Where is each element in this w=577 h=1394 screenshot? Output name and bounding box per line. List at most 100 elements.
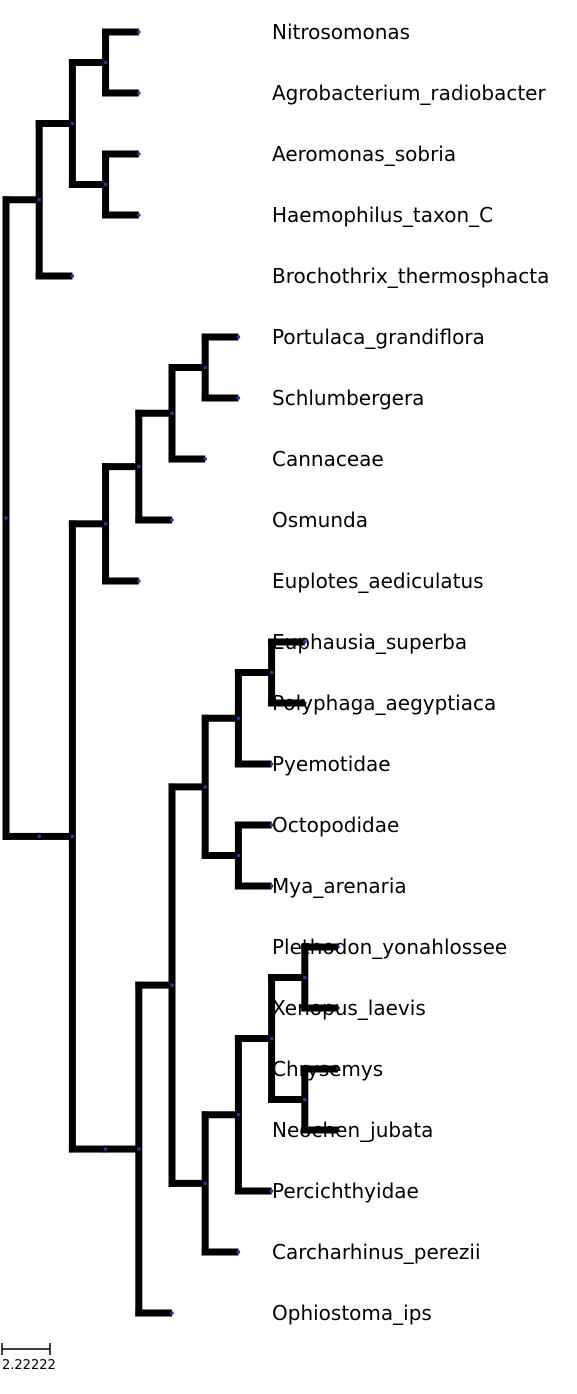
branch-horizontal — [2, 196, 40, 204]
branch-horizontal — [301, 1126, 338, 1134]
branch-horizontal — [68, 1145, 106, 1153]
branch-horizontal — [135, 1309, 172, 1317]
leaf-label: Aeromonas_sobria — [272, 142, 456, 166]
leaf-label: Osmunda — [272, 508, 368, 532]
leaf-label: Neochen_jubata — [272, 1118, 433, 1142]
leaf-node — [137, 213, 141, 217]
internal-node — [137, 464, 141, 469]
branch-horizontal — [234, 882, 272, 890]
branch-horizontal — [201, 1248, 239, 1256]
branch-horizontal — [301, 1004, 338, 1012]
branch-horizontal — [201, 714, 239, 722]
leaf-label: Xenopus_laevis — [272, 996, 426, 1020]
internal-node — [103, 1147, 108, 1151]
leaf-node — [137, 91, 141, 95]
leaf-label: Cannaceae — [272, 447, 384, 471]
branch-horizontal — [168, 364, 206, 371]
branch-horizontal — [234, 760, 272, 768]
leaf-node — [137, 30, 141, 34]
internal-node — [103, 182, 108, 187]
branch-horizontal — [102, 211, 139, 219]
internal-node — [269, 670, 274, 675]
leaf-label: Pyemotidae — [272, 752, 391, 776]
branch-horizontal — [268, 974, 305, 981]
branch-horizontal — [102, 463, 139, 471]
internal-node — [137, 1147, 141, 1151]
leaf-node — [236, 396, 241, 400]
branch-horizontal — [2, 832, 40, 840]
leaf-node — [236, 335, 241, 339]
branch-horizontal — [201, 333, 239, 341]
branch-horizontal — [268, 1096, 305, 1103]
leaf-node — [170, 518, 174, 522]
branch-horizontal — [135, 409, 172, 417]
leaf-node — [336, 945, 340, 949]
branch-horizontal — [301, 1065, 338, 1073]
branch-horizontal — [234, 821, 272, 829]
leaf-node — [170, 1311, 174, 1315]
leaf-node — [269, 762, 274, 766]
leaf-node — [336, 1128, 340, 1132]
leaf-label: Polyphaga_aegyptiaca — [272, 691, 496, 715]
branch-horizontal — [234, 1187, 272, 1195]
leaf-node — [70, 274, 75, 278]
leaf-node — [137, 152, 141, 156]
internal-node — [203, 365, 207, 370]
branch-horizontal — [35, 272, 73, 280]
leaf-label: Portulaca_grandiflora — [272, 325, 485, 349]
leaf-label: Agrobacterium_radiobacter — [272, 81, 546, 105]
leaf-node — [336, 1067, 340, 1071]
internal-node — [303, 975, 307, 980]
internal-node — [4, 516, 8, 520]
leaf-node — [269, 884, 274, 888]
leaf-labels: Nitrosomonas Agrobacterium_radiobacter Aer… — [272, 20, 549, 1325]
branch-horizontal — [234, 669, 272, 676]
internal-node — [37, 197, 41, 202]
leaf-node — [203, 457, 207, 461]
tree-nodes — [4, 30, 340, 1315]
branch-horizontal — [135, 516, 172, 524]
branch-horizontal — [102, 577, 139, 585]
branch-horizontal — [35, 120, 73, 127]
branch-horizontal — [201, 394, 239, 402]
internal-node — [103, 522, 108, 526]
leaf-label: Nitrosomonas — [272, 20, 410, 44]
internal-node — [170, 983, 174, 987]
branch-horizontal — [102, 89, 139, 97]
branch-horizontal — [301, 943, 338, 951]
internal-node — [70, 121, 75, 126]
leaf-node — [137, 579, 141, 583]
leaf-node — [269, 823, 274, 827]
branch-horizontal — [201, 1111, 239, 1119]
internal-node — [203, 1181, 207, 1186]
leaf-node — [303, 640, 307, 644]
branch-horizontal — [168, 783, 206, 791]
branch-horizontal — [102, 28, 139, 36]
branch-horizontal — [201, 852, 239, 859]
internal-node — [170, 411, 174, 416]
leaf-label: Carcharhinus_perezii — [272, 1240, 481, 1264]
branch-horizontal — [168, 455, 206, 463]
leaf-label: Haemophilus_taxon_C — [272, 203, 493, 227]
branch-horizontal — [135, 981, 172, 989]
leaf-label: Plethodon_yonahlossee — [272, 935, 507, 959]
internal-node — [203, 785, 207, 789]
branch-horizontal — [102, 150, 139, 158]
scale-bar-label: 2.22222 — [2, 1358, 56, 1373]
branch-horizontal — [102, 1145, 139, 1153]
leaf-label: Mya_arenaria — [272, 874, 407, 898]
leaf-node — [236, 1250, 241, 1254]
leaf-node — [303, 701, 307, 705]
internal-node — [236, 716, 241, 721]
leaf-label: Octopodidae — [272, 813, 399, 837]
leaf-label: Brochothrix_thermosphacta — [272, 264, 549, 288]
leaf-label: Percichthyidae — [272, 1179, 419, 1203]
internal-node — [70, 834, 75, 839]
branch-horizontal — [68, 59, 106, 66]
internal-node — [303, 1097, 307, 1102]
internal-node — [236, 1112, 241, 1117]
internal-node — [37, 834, 41, 839]
internal-node — [103, 60, 108, 65]
internal-node — [269, 1036, 274, 1041]
